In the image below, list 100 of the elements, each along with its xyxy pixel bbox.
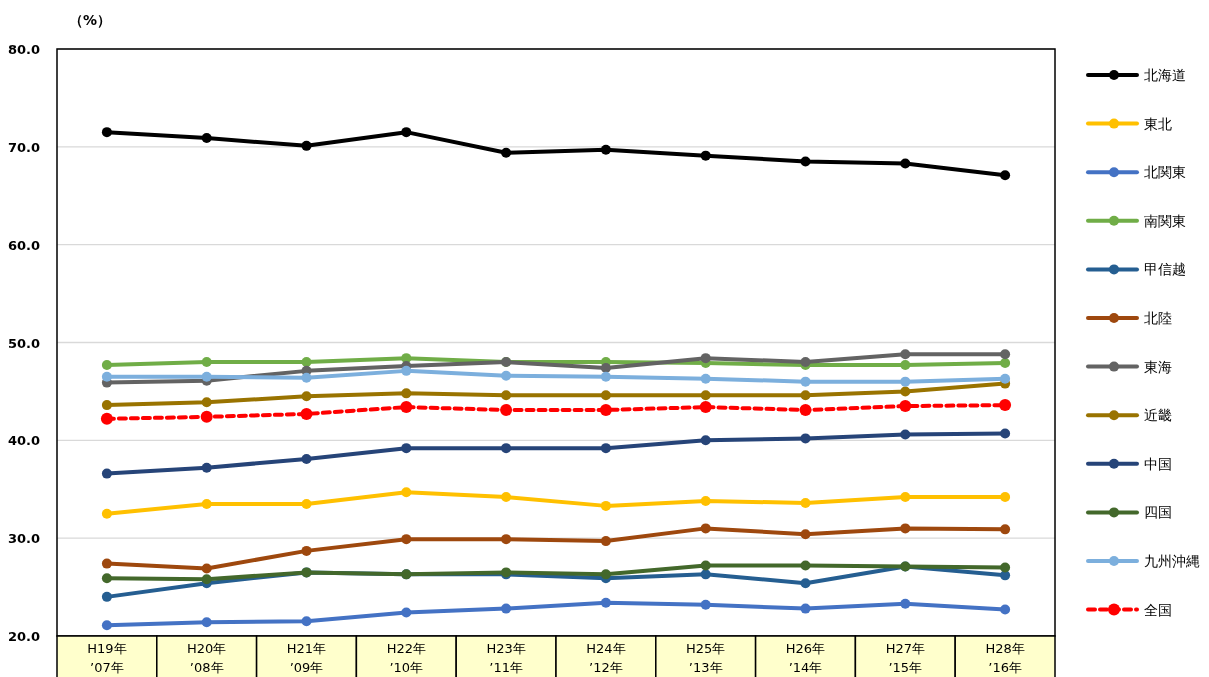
- point: [201, 357, 212, 368]
- point: [900, 349, 911, 360]
- point: [101, 127, 112, 138]
- point: [900, 376, 911, 387]
- point: [700, 353, 711, 364]
- legend-label: 東海: [1144, 358, 1172, 375]
- point: [201, 498, 212, 509]
- y-tick-label: 70.0: [7, 139, 40, 155]
- legend-label: 全国: [1144, 601, 1172, 618]
- point: [401, 607, 412, 618]
- legend-label: 近畿: [1144, 407, 1172, 424]
- legend-label: 九州沖縄: [1144, 553, 1200, 569]
- y-tick-label: 60.0: [7, 237, 40, 253]
- point: [600, 144, 611, 155]
- point: [301, 357, 312, 368]
- point: [700, 560, 711, 571]
- legend-label: 甲信越: [1144, 261, 1186, 278]
- point: [501, 147, 512, 158]
- point: [800, 560, 811, 571]
- point: [600, 371, 611, 382]
- point: [201, 371, 212, 382]
- point: [800, 578, 811, 589]
- y-axis-title: （%）: [68, 12, 112, 28]
- point: [501, 534, 512, 545]
- point: [799, 404, 812, 417]
- point: [900, 492, 911, 503]
- point: [101, 591, 112, 602]
- point: [201, 574, 212, 585]
- point: [400, 401, 413, 414]
- point: [1000, 492, 1011, 503]
- point: [201, 563, 212, 574]
- point: [900, 429, 911, 440]
- point: [600, 536, 611, 547]
- point: [101, 360, 112, 370]
- x-tick-label: H27年 ’15年: [885, 641, 925, 675]
- x-tick-label: H21年 ’09年: [286, 641, 327, 675]
- point: [101, 620, 112, 631]
- point: [600, 390, 611, 401]
- point: [599, 404, 612, 417]
- point: [700, 390, 711, 401]
- x-tick-label: H22年 ’10年: [386, 641, 426, 675]
- point: [501, 492, 512, 503]
- y-tick-label: 20.0: [7, 629, 40, 644]
- y-tick-label: 30.0: [7, 531, 40, 547]
- point: [501, 390, 512, 401]
- point: [301, 616, 312, 627]
- y-tick-label: 50.0: [7, 335, 40, 351]
- point: [401, 388, 412, 399]
- point: [1000, 428, 1011, 439]
- point: [401, 487, 412, 498]
- point: [900, 386, 911, 397]
- point: [101, 558, 112, 569]
- point: [301, 140, 312, 151]
- point: [900, 598, 911, 609]
- legend-label: 中国: [1144, 455, 1172, 472]
- point: [201, 397, 212, 408]
- point: [900, 158, 911, 169]
- point: [501, 603, 512, 614]
- point: [700, 569, 711, 580]
- point: [300, 407, 313, 420]
- point: [101, 508, 112, 519]
- point: [800, 156, 811, 167]
- point: [101, 371, 112, 382]
- point: [401, 127, 412, 138]
- point: [600, 569, 611, 580]
- point: [1000, 373, 1011, 384]
- point: [600, 443, 611, 454]
- legend-label: 北海道: [1144, 67, 1186, 83]
- point: [800, 433, 811, 444]
- point: [201, 462, 212, 473]
- point: [201, 617, 212, 628]
- point: [301, 498, 312, 509]
- point: [301, 391, 312, 402]
- x-tick-label: H28年 ’16年: [985, 641, 1025, 675]
- point: [1000, 358, 1011, 369]
- point: [800, 603, 811, 614]
- point: [401, 365, 412, 376]
- point: [800, 529, 811, 540]
- point: [900, 523, 911, 534]
- point: [500, 404, 513, 417]
- legend-label: 東北: [1144, 115, 1172, 132]
- point: [699, 401, 712, 414]
- point: [401, 534, 412, 545]
- point: [201, 133, 212, 144]
- x-tick-label: H25年 ’13年: [686, 641, 726, 675]
- point: [1000, 604, 1011, 615]
- point: [600, 362, 611, 373]
- point: [899, 400, 912, 413]
- point: [401, 443, 412, 454]
- point: [200, 410, 213, 423]
- point: [100, 412, 113, 425]
- point: [600, 500, 611, 511]
- legend-label: 北陸: [1144, 310, 1172, 326]
- point: [600, 597, 611, 608]
- point: [501, 443, 512, 454]
- y-tick-label: 80.0: [7, 42, 40, 57]
- legend-label: 北関東: [1144, 164, 1186, 181]
- x-tick-label: H24年 ’12年: [586, 641, 626, 675]
- y-tick-label: 40.0: [7, 433, 40, 449]
- point: [1000, 349, 1011, 360]
